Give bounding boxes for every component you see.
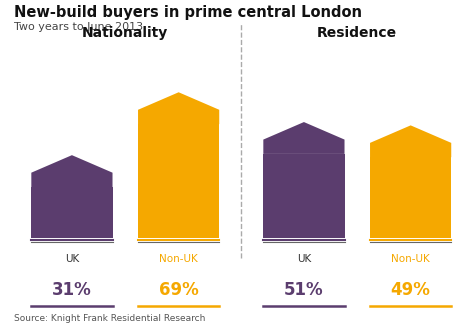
Text: New-build buyers in prime central London: New-build buyers in prime central London [14, 5, 361, 20]
Text: Residence: Residence [317, 26, 396, 40]
Bar [369, 157, 450, 238]
Text: Non-UK: Non-UK [390, 254, 429, 264]
Text: UK: UK [65, 254, 79, 264]
Text: Nationality: Nationality [82, 26, 168, 40]
Polygon shape [263, 122, 344, 154]
Polygon shape [31, 155, 113, 187]
Text: 31%: 31% [52, 281, 92, 299]
Text: Non-UK: Non-UK [159, 254, 198, 264]
Text: 49%: 49% [390, 281, 430, 299]
Polygon shape [138, 92, 219, 124]
Text: 69%: 69% [158, 281, 198, 299]
Bar [31, 187, 113, 238]
Polygon shape [369, 125, 450, 157]
Bar [138, 124, 219, 238]
Text: Source: Knight Frank Residential Research: Source: Knight Frank Residential Researc… [14, 314, 205, 323]
Text: Two years to June 2013: Two years to June 2013 [14, 22, 143, 31]
Text: UK: UK [296, 254, 310, 264]
Bar [263, 154, 344, 238]
Text: 51%: 51% [283, 281, 323, 299]
